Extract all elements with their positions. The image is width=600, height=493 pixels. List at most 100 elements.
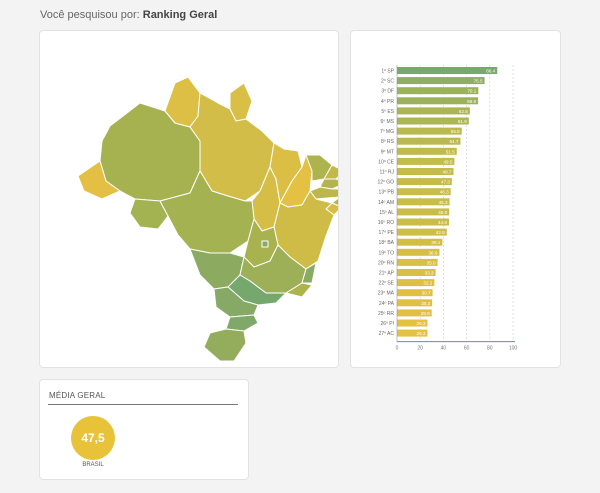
value-label: 35.0	[427, 260, 436, 265]
category-label: 26º PI	[380, 321, 394, 327]
value-label: 51.5	[446, 149, 455, 154]
bar[interactable]	[397, 218, 449, 226]
bar[interactable]	[397, 289, 433, 297]
x-tick-label: 40	[441, 346, 447, 352]
value-label: 62.8	[459, 109, 468, 114]
category-label: 17º PE	[379, 230, 395, 236]
bar[interactable]	[397, 178, 452, 186]
category-label: 16º RO	[378, 220, 394, 226]
state-SC[interactable]	[225, 314, 259, 332]
bar[interactable]	[397, 168, 454, 175]
value-label: 29.9	[421, 311, 430, 316]
category-label: 9º MT	[381, 149, 394, 155]
state-DF[interactable]	[261, 240, 269, 248]
bar[interactable]	[397, 117, 469, 125]
bar[interactable]	[397, 228, 447, 236]
category-label: 3º DF	[381, 89, 394, 95]
bar[interactable]	[397, 157, 455, 165]
bar[interactable]	[397, 319, 428, 327]
category-label: 10º CE	[378, 159, 394, 165]
state-AL[interactable]	[331, 195, 338, 207]
category-label: 2º SC	[381, 79, 394, 85]
bar[interactable]	[397, 248, 440, 256]
category-label: 5º ES	[381, 109, 394, 115]
state-ES[interactable]	[301, 262, 317, 284]
media-geral-badge: 47,5	[71, 416, 115, 460]
bar[interactable]	[397, 77, 485, 85]
value-label: 86.4	[486, 69, 495, 74]
x-tick-label: 100	[509, 346, 518, 352]
category-label: 27º AC	[379, 331, 395, 337]
category-label: 1º SP	[381, 69, 394, 75]
category-label: 4º PR	[381, 99, 394, 105]
value-label: 46.3	[440, 190, 449, 195]
value-label: 44.8	[438, 220, 447, 225]
x-tick-label: 60	[464, 346, 470, 352]
media-geral-divider	[48, 404, 238, 405]
state-PB[interactable]	[319, 178, 338, 190]
value-label: 54.7	[449, 139, 458, 144]
category-label: 21º AP	[379, 271, 395, 277]
category-label: 18º BA	[379, 240, 395, 246]
x-tick-label: 0	[396, 346, 399, 352]
value-label: 26.3	[417, 331, 426, 336]
category-label: 19º TO	[378, 250, 394, 256]
value-label: 48.7	[443, 170, 452, 175]
value-label: 42.9	[436, 230, 445, 235]
category-label: 25º RR	[378, 311, 394, 317]
bar[interactable]	[397, 258, 438, 266]
value-label: 32.2	[423, 281, 432, 286]
state-RS[interactable]	[203, 328, 247, 362]
value-label: 36.6	[429, 250, 438, 255]
value-label: 61.9	[458, 119, 467, 124]
value-label: 75.5	[474, 79, 483, 84]
bar[interactable]	[397, 208, 450, 216]
value-label: 47.3	[441, 180, 450, 185]
bar[interactable]	[397, 198, 450, 206]
media-geral-label: BRASIL	[82, 462, 104, 468]
bar[interactable]	[397, 67, 498, 74]
value-label: 39.1	[431, 240, 440, 245]
x-tick-label: 20	[417, 346, 423, 352]
value-label: 69.9	[467, 99, 476, 104]
chart-bars: 86.475.5 70.1 69.9 62.8 61.9 55.8 54.7 51.5 49.5…	[397, 67, 498, 337]
bar[interactable]	[397, 238, 443, 246]
category-label: 24º PA	[379, 301, 395, 307]
category-label: 12º GO	[377, 180, 394, 186]
search-prefix: Você pesquisou por:	[40, 9, 140, 21]
bar[interactable]	[397, 137, 461, 145]
value-label: 49.5	[443, 159, 452, 164]
media-geral-card: MÉDIA GERAL 47,5 BRASIL	[39, 379, 249, 480]
ranking-chart: 86.475.5 70.1 69.9 62.8 61.9 55.8 54.7 51.5 49.5…	[377, 65, 517, 352]
value-label: 26.3	[417, 321, 426, 326]
bar[interactable]	[397, 87, 479, 95]
media-geral-title: MÉDIA GERAL	[49, 391, 106, 400]
brazil-map	[77, 76, 338, 362]
chart-axis: 0 20 40 60 80 100 1º SP 2º SC 3º DF 4º PR 5º ES 6º …	[377, 65, 517, 352]
bar[interactable]	[397, 279, 435, 287]
bar[interactable]	[397, 188, 451, 196]
media-geral-value: 47,5	[81, 431, 105, 445]
map-card	[39, 30, 339, 368]
search-query: Ranking Geral	[142, 9, 218, 21]
state-PR[interactable]	[213, 286, 259, 318]
category-label: 14º AM	[378, 200, 394, 206]
category-label: 15º AL	[379, 210, 394, 216]
value-label: 45.3	[439, 200, 448, 205]
bar[interactable]	[397, 127, 462, 135]
bar[interactable]	[397, 97, 479, 105]
category-label: 6º MS	[381, 119, 395, 125]
category-label: 20º RN	[378, 260, 394, 266]
value-label: 30.3	[421, 301, 430, 306]
bar[interactable]	[397, 147, 457, 155]
bar[interactable]	[397, 107, 470, 115]
state-AC[interactable]	[77, 160, 121, 200]
bar[interactable]	[397, 329, 428, 337]
value-label: 70.1	[467, 89, 476, 94]
bar[interactable]	[397, 309, 432, 317]
bar[interactable]	[397, 299, 433, 307]
state-RJ[interactable]	[285, 282, 313, 298]
bar[interactable]	[397, 269, 436, 276]
x-tick-label: 80	[487, 346, 493, 352]
category-label: 13º PB	[379, 190, 395, 196]
